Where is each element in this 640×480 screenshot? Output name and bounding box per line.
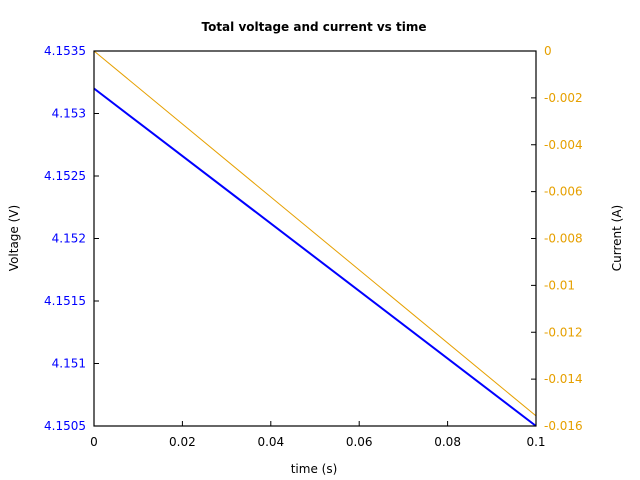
y2-tick-label: 0 xyxy=(544,44,552,58)
y2-tick-label: -0.014 xyxy=(544,372,583,386)
series-voltage-line xyxy=(93,87,537,427)
y-tick-label: 4.153 xyxy=(52,107,86,121)
series-current-line xyxy=(93,50,537,417)
y-axis-label: Voltage (V) xyxy=(7,205,21,271)
x-tick-label: 0.1 xyxy=(526,435,545,449)
y2-tick-label: -0.002 xyxy=(544,91,583,105)
y2-tick-label: -0.006 xyxy=(544,185,583,199)
x-tick-label: 0.02 xyxy=(169,435,196,449)
plot-area: 0 0.02 0.04 0.06 0.08 0.1 4.1505 4.151 4.1515 4.1… xyxy=(44,44,583,449)
x-tick-label: 0.08 xyxy=(434,435,461,449)
x-axis-label: time (s) xyxy=(291,462,338,476)
y2-tick-label: -0.012 xyxy=(544,325,583,339)
y2-tick-label: -0.008 xyxy=(544,232,583,246)
y2-tick-label: -0.004 xyxy=(544,138,583,152)
y-tick-label: 4.151 xyxy=(52,357,86,371)
y2-axis-label: Current (A) xyxy=(610,205,624,271)
y2-tick-label: -0.01 xyxy=(544,278,575,292)
plot-frame xyxy=(93,50,537,427)
y-tick-label: 4.1505 xyxy=(44,419,86,433)
y-tick-label: 4.1525 xyxy=(44,169,86,183)
y2-tick-label: -0.016 xyxy=(544,419,583,433)
x-tick-label: 0 xyxy=(90,435,98,449)
y-tick-label: 4.1535 xyxy=(44,44,86,58)
y-tick-label: 4.152 xyxy=(52,232,86,246)
x-tick-label: 0.04 xyxy=(257,435,284,449)
chart-title: Total voltage and current vs time xyxy=(201,20,426,34)
y-tick-label: 4.1515 xyxy=(44,294,86,308)
x-tick-label: 0.06 xyxy=(346,435,373,449)
